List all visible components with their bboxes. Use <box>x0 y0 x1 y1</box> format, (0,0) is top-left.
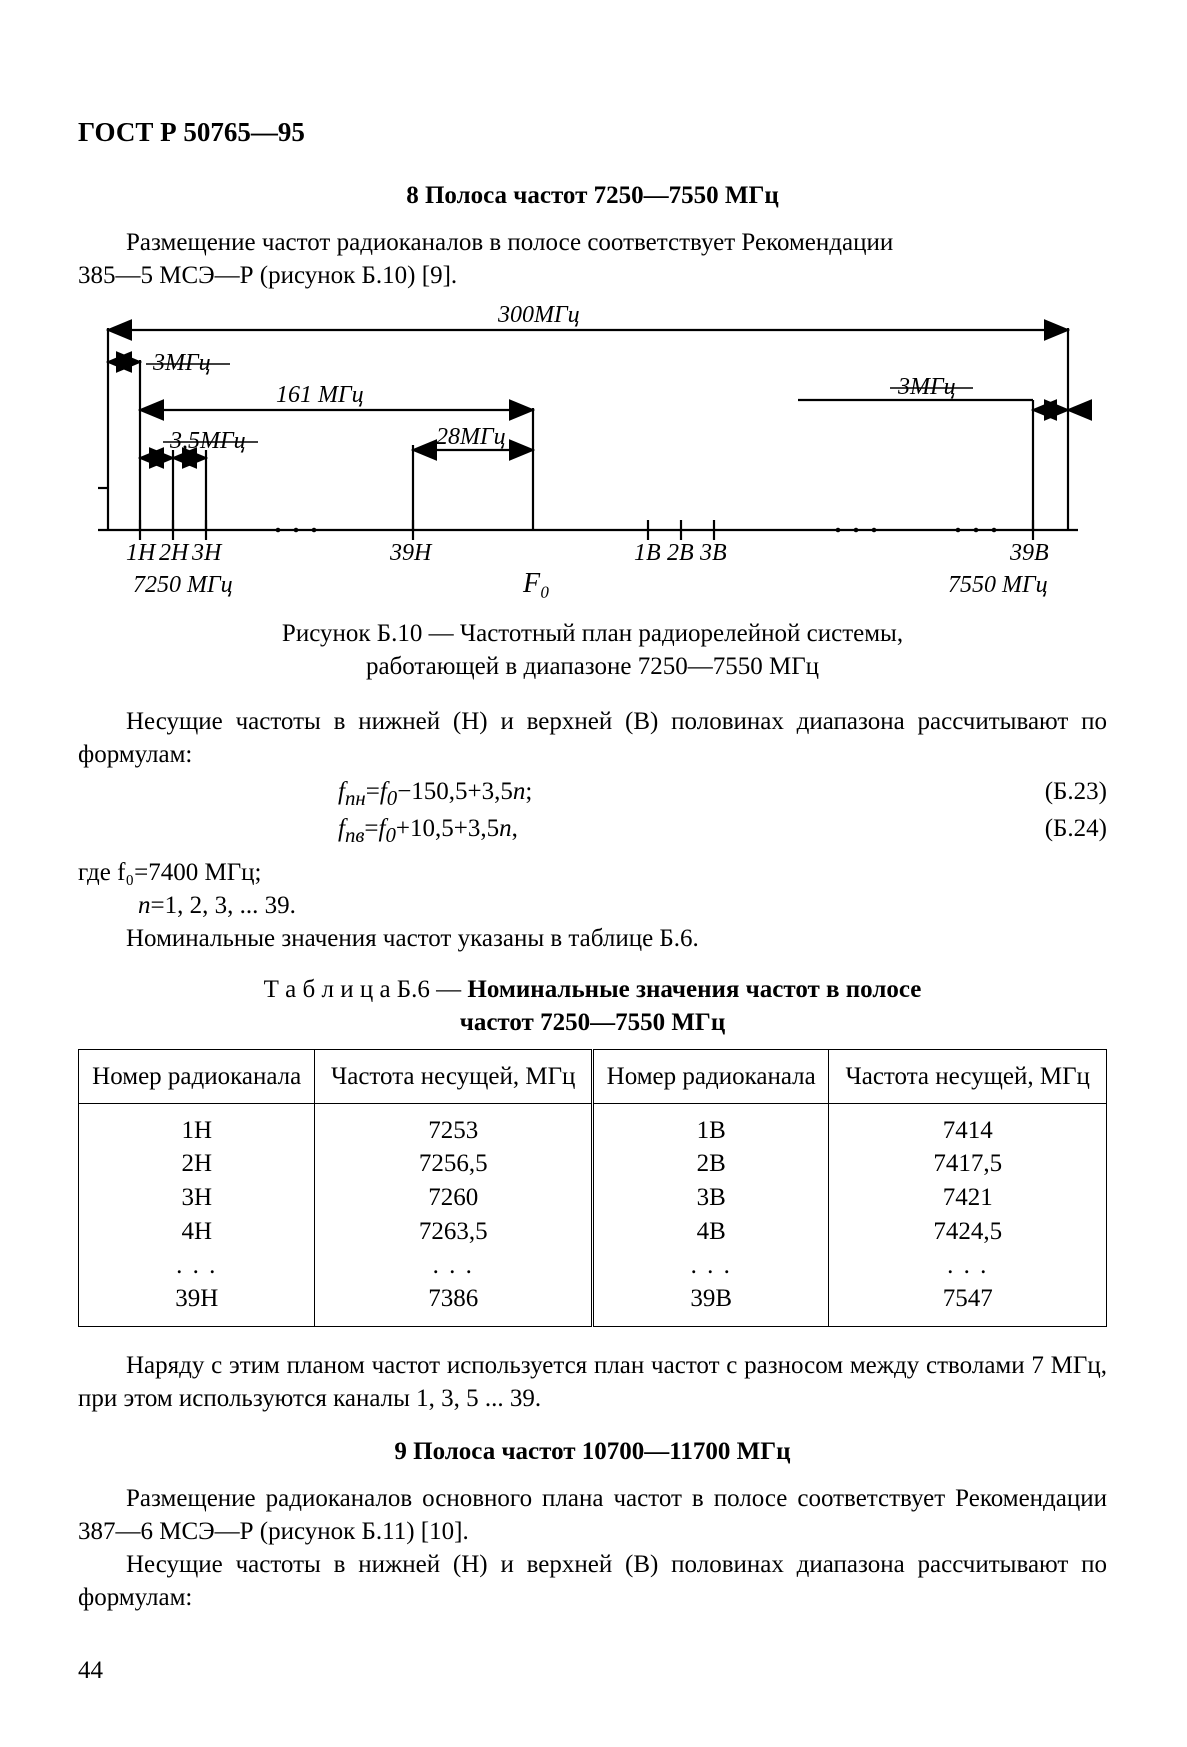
section8-para1b: 385—5 МСЭ—Р (рисунок Б.10) [9]. <box>78 262 457 289</box>
cell-c4: 74147417,574217424,5. . .7547 <box>837 1114 1098 1317</box>
equation-b24: fnв=f0+10,5+3,5n, (Б.24) <box>78 812 1107 849</box>
f7250: 7250 МГц <box>133 572 233 598</box>
lbl-161: 161 МГц <box>276 382 364 408</box>
cell-c1: 1Н2Н3Н4Н. . .39Н <box>87 1114 306 1317</box>
lbl-3b: 3МГц <box>897 374 956 400</box>
t1v: 1В <box>634 540 661 566</box>
t39v: 39В <box>1009 540 1049 566</box>
where-l2: n=1, 2, 3, ... 39. <box>138 889 1107 922</box>
section9-title: 9 Полоса частот 10700—11700 МГц <box>78 1435 1107 1468</box>
t2v: 2В <box>667 540 694 566</box>
equation-b23: fnн=f0−150,5+3,5n; (Б.23) <box>78 775 1107 812</box>
table-header-row: Номер радиоканала Частота несущей, МГц Н… <box>79 1049 1107 1103</box>
tbl-b2: частот 7250—7550 МГц <box>460 1009 726 1036</box>
tbl-pre: Т а б л и ц а Б.6 — <box>264 976 468 1003</box>
th4: Частота несущей, МГц <box>829 1049 1107 1103</box>
section8-para1: Размещение частот радиоканалов в полосе … <box>78 226 1107 292</box>
f7550: 7550 МГц <box>948 572 1048 598</box>
section9-para2: Несущие частоты в нижней (Н) и верхней (… <box>78 1548 1107 1614</box>
section8-para3: Номинальные значения частот указаны в та… <box>78 922 1107 955</box>
section8-para1a: Размещение частот радиоканалов в полосе … <box>78 226 1107 259</box>
cell-c2: 72537256,572607263,5. . .7386 <box>323 1114 583 1317</box>
t39h: 39Н <box>389 540 433 566</box>
fig-cap-l2: работающей в диапазоне 7250—7550 МГц <box>366 653 819 680</box>
where-l1: где f₀=7400 МГц; <box>78 856 1107 889</box>
th3: Номер радиоканала <box>592 1049 828 1103</box>
tbl-b1: Номинальные значения частот в полосе <box>467 976 921 1003</box>
section8-para4: Наряду с этим планом частот используется… <box>78 1349 1107 1415</box>
th1: Номер радиоканала <box>79 1049 315 1103</box>
section8-title: 8 Полоса частот 7250—7550 МГц <box>78 179 1107 212</box>
t2h: 2Н <box>159 540 190 566</box>
f0: F₀ <box>522 568 550 599</box>
th2: Частота несущей, МГц <box>315 1049 593 1103</box>
lbl-35: 3,5МГц <box>169 428 246 454</box>
section8-para2: Несущие частоты в нижней (Н) и верхней (… <box>78 705 1107 771</box>
table-row: 1Н2Н3Н4Н. . .39Н 72537256,572607263,5. .… <box>79 1103 1107 1327</box>
eqnum-b24: (Б.24) <box>987 812 1107 845</box>
figure-b10: 300МГц 3МГц 161 МГц 28МГц 3,5МГц 3МГц 1Н… <box>78 300 1107 609</box>
table-b6: Номер радиоканала Частота несущей, МГц Н… <box>78 1049 1107 1328</box>
section9-para1: Размещение радиоканалов основного плана … <box>78 1482 1107 1548</box>
t3h: 3Н <box>191 540 223 566</box>
table-b6-title: Т а б л и ц а Б.6 — Номинальные значения… <box>78 973 1107 1039</box>
figure-b10-svg: 300МГц 3МГц 161 МГц 28МГц 3,5МГц 3МГц 1Н… <box>78 300 1098 600</box>
lbl-3a: 3МГц <box>152 350 211 376</box>
figure-caption: Рисунок Б.10 — Частотный план радиорелей… <box>78 617 1107 683</box>
eqnum-b23: (Б.23) <box>987 775 1107 808</box>
doc-header: ГОСТ Р 50765—95 <box>78 115 1107 151</box>
fig-cap-l1: Рисунок Б.10 — Частотный план радиорелей… <box>282 620 903 647</box>
page-number: 44 <box>78 1654 1107 1687</box>
lbl-300: 300МГц <box>497 302 580 328</box>
cell-c3: 1В2В3В4В. . .39В <box>602 1114 820 1317</box>
t1h: 1Н <box>126 540 157 566</box>
lbl-28: 28МГц <box>436 424 506 450</box>
t3v: 3В <box>699 540 727 566</box>
